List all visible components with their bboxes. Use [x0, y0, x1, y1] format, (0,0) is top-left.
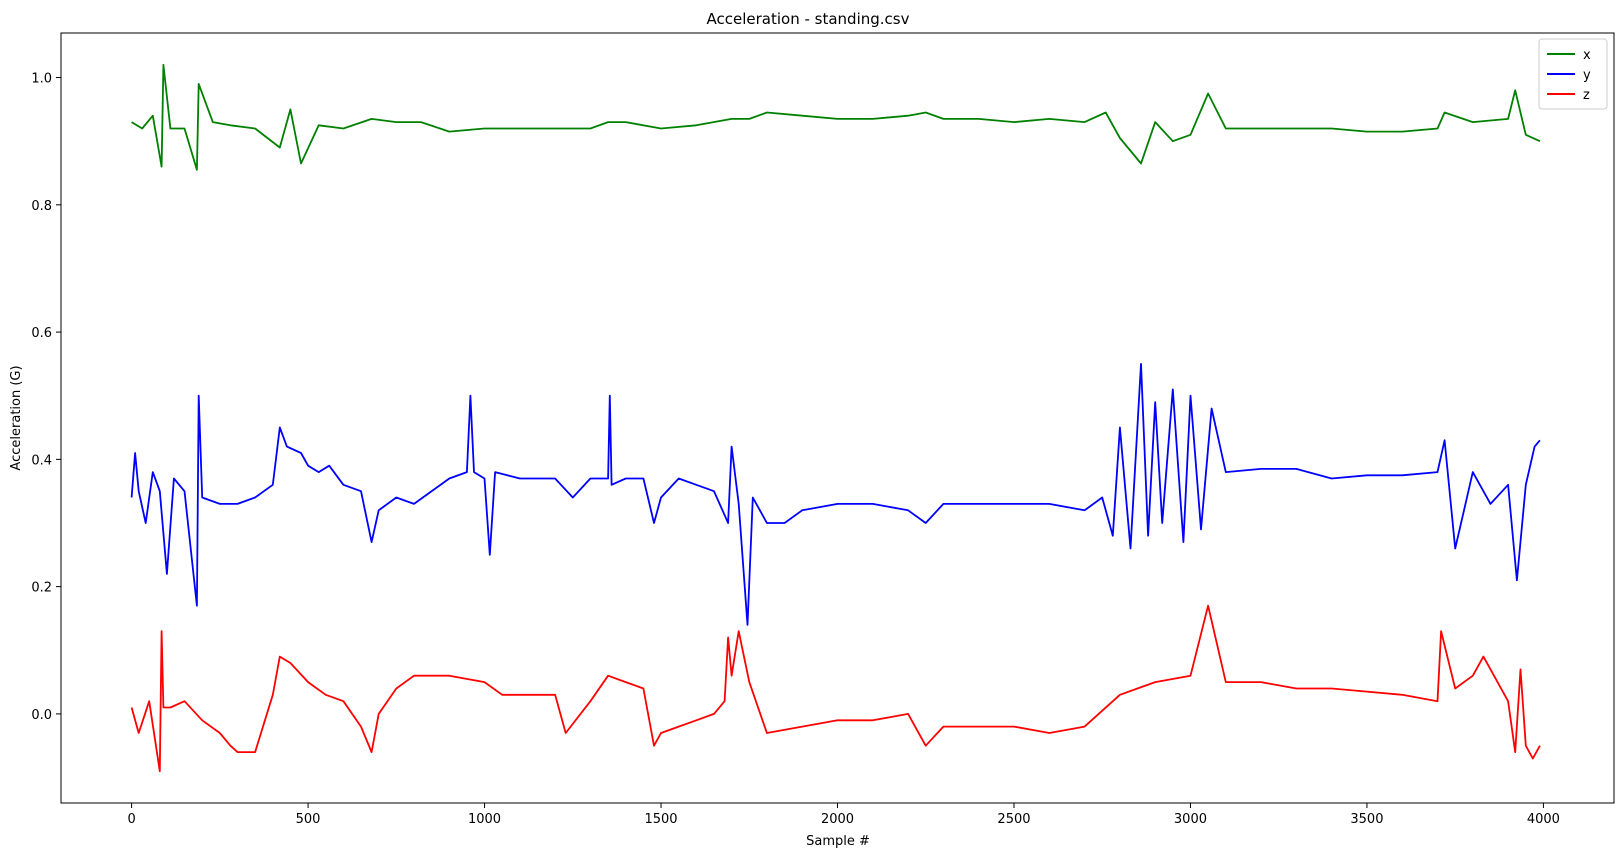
series-line-y — [130, 363, 1541, 626]
y-tick-label: 0.2 — [31, 581, 52, 596]
series-line-z — [130, 604, 1541, 773]
x-tick-label: 3000 — [1174, 812, 1207, 827]
y-axis-ticks: 0.0 0.2 0.4 0.6 0.8 1.0 — [31, 72, 61, 723]
series-line-x — [131, 63, 1541, 171]
y-tick-label: 0.6 — [31, 326, 52, 341]
y-axis-label: Acceleration (G) — [9, 365, 24, 470]
chart-title: Acceleration - standing.csv — [707, 10, 910, 28]
x-axis-ticks: 0 500 1000 1500 2000 2500 3000 3500 4000 — [127, 803, 1560, 827]
legend-label-x: x — [1583, 48, 1591, 63]
y-tick-label: 0.8 — [31, 199, 52, 214]
x-tick-label: 3500 — [1350, 812, 1383, 827]
x-tick-label: 4000 — [1527, 812, 1560, 827]
legend-label-z: z — [1583, 88, 1590, 103]
y-tick-label: 0.0 — [31, 708, 52, 723]
plot-frame — [60, 32, 1615, 804]
x-axis-label: Sample # — [806, 834, 870, 849]
x-tick-label: 0 — [127, 812, 135, 827]
x-tick-label: 2500 — [997, 812, 1030, 827]
y-tick-label: 1.0 — [31, 72, 52, 87]
x-tick-label: 1500 — [644, 812, 677, 827]
x-tick-label: 2000 — [821, 812, 854, 827]
y-tick-label: 0.4 — [31, 453, 52, 468]
x-tick-label: 1000 — [468, 812, 501, 827]
plot-lines — [130, 63, 1541, 773]
x-tick-label: 500 — [296, 812, 321, 827]
legend-label-y: y — [1583, 68, 1591, 83]
legend: xyz — [1538, 38, 1608, 110]
